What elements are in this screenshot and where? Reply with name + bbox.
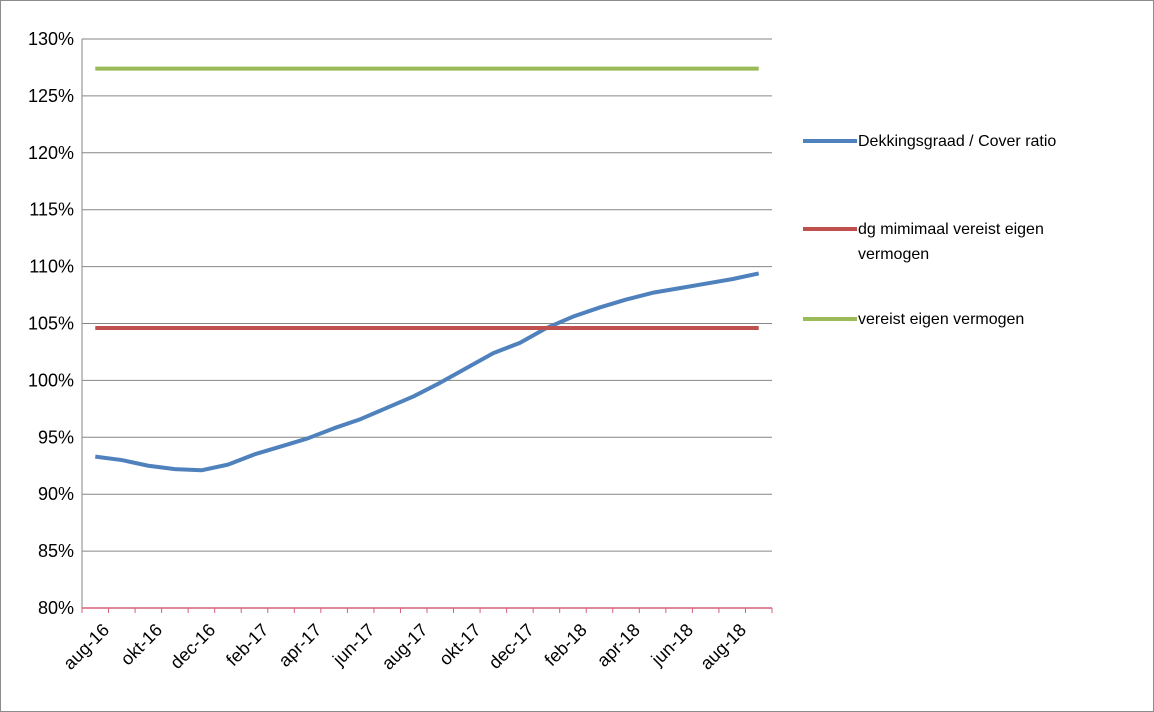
- x-tick-label: apr-17: [275, 620, 326, 671]
- y-tick-label: 90%: [38, 484, 74, 504]
- x-tick-label: feb-17: [222, 620, 272, 670]
- x-tick-label: jun-17: [328, 620, 378, 670]
- y-tick-label: 100%: [28, 370, 74, 390]
- series-line-0: [95, 271, 760, 473]
- y-tick-label: 105%: [28, 314, 74, 334]
- x-tick-label: okt-17: [435, 620, 485, 670]
- y-tick-label: 80%: [38, 598, 74, 618]
- x-tick-label: aug-18: [696, 620, 750, 674]
- gridlines: [81, 38, 772, 609]
- y-axis-ticks: 80% 85% 90% 95% 100% 105% 110% 115% 120% 125% 130%: [28, 29, 74, 618]
- y-tick-label: 85%: [38, 541, 74, 561]
- x-tick-label: dec-16: [166, 620, 219, 673]
- x-tick-label: okt-16: [117, 620, 167, 670]
- legend: Dekkingsgraad / Cover ratio dg mimimaal v…: [803, 133, 1056, 328]
- y-tick-label: 120%: [28, 143, 74, 163]
- x-axis-ticks: aug-16 okt-16 dec-16 feb-17 apr-17 jun-17 aug-…: [59, 608, 773, 674]
- x-tick-label: feb-18: [541, 620, 591, 670]
- x-tick-label: aug-16: [59, 620, 113, 674]
- legend-label-1: dg mimimaal vereist eigen vermogen: [858, 221, 1044, 263]
- series-lines: [95, 66, 760, 473]
- legend-label-2: vereist eigen vermogen: [858, 311, 1024, 328]
- y-tick-label: 95%: [38, 427, 74, 447]
- x-tick-label: dec-17: [485, 620, 538, 673]
- x-tick-label: jun-18: [647, 620, 697, 670]
- y-tick-label: 115%: [29, 200, 74, 220]
- x-tick-label: aug-17: [378, 620, 432, 674]
- x-tick-label: apr-18: [593, 620, 644, 671]
- legend-label-0: Dekkingsgraad / Cover ratio: [858, 133, 1056, 150]
- y-tick-label: 125%: [28, 86, 74, 106]
- y-tick-label: 130%: [28, 29, 74, 49]
- y-tick-label: 110%: [29, 257, 74, 277]
